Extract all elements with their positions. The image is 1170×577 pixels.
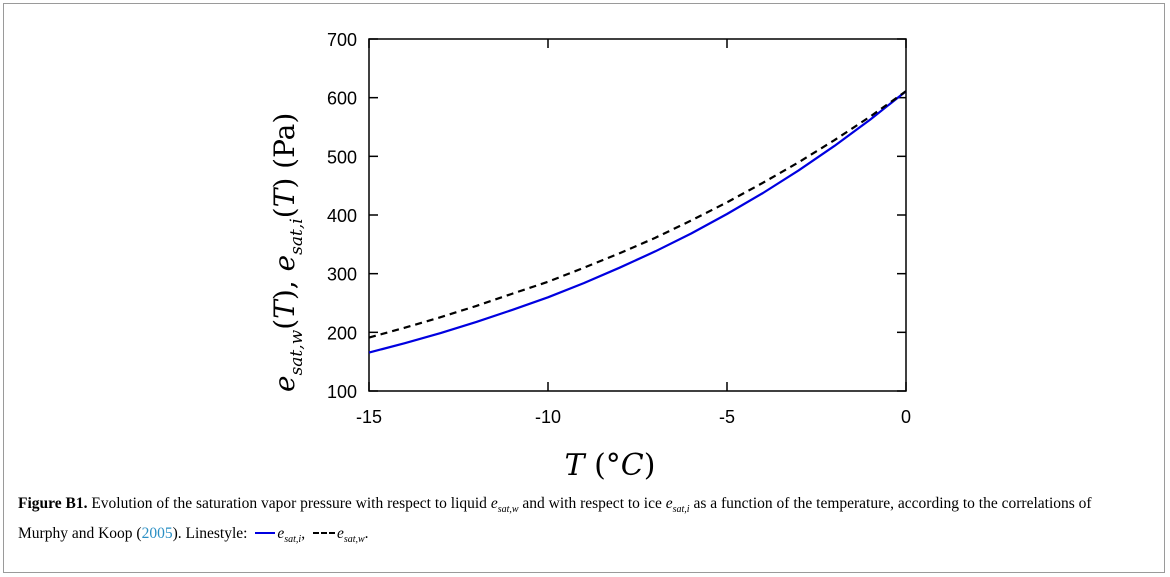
series-line-e-sat-w	[368, 90, 907, 339]
series-layer	[368, 90, 907, 354]
legend-dashed-line-icon	[312, 532, 335, 535]
caption-text-1: Evolution of the saturation vapor pressu…	[91, 495, 487, 512]
symbol-e: e	[665, 495, 673, 512]
y-axis-label: esat,w(T), esat,i(T) (Pa)	[268, 113, 307, 392]
legend-subscript-sat-i: sat,i	[284, 534, 302, 546]
y-tick-label: 400	[327, 206, 357, 226]
y-tick-label: 600	[327, 89, 357, 109]
symbol-e: e	[490, 495, 498, 512]
figure-caption: Figure B1. Evolution of the saturation v…	[18, 495, 1092, 546]
x-axis-label: T (°C)	[565, 448, 656, 483]
caption-text-3: as a function of the temperature, accord…	[18, 495, 1092, 543]
line-chart: -15 -10 -5 0 100 200 300 400 500 600 700 T (°C) es…	[268, 30, 911, 483]
x-tick-label: -5	[719, 407, 735, 427]
subscript-sat-i: sat,i	[672, 504, 690, 516]
caption-label: Figure B1.	[18, 495, 88, 512]
caption-text-2: and with respect to ice	[522, 495, 662, 512]
y-tick-label: 700	[327, 30, 357, 50]
x-tick-label: -10	[535, 407, 561, 427]
y-tick-label: 300	[327, 265, 357, 285]
x-tick-label: -15	[356, 407, 382, 427]
y-tick-label: 100	[327, 382, 357, 402]
plot-box	[368, 38, 907, 392]
axis-ticks: -15 -10 -5 0 100 200 300 400 500 600 700	[327, 30, 911, 427]
caption-text-4: ). Linestyle:	[172, 525, 248, 543]
series-line-e-sat-i	[368, 90, 907, 354]
legend-solid-line-icon	[255, 532, 276, 535]
x-tick-label: 0	[901, 407, 911, 427]
axes-frame	[368, 38, 907, 392]
citation-link[interactable]: 2005	[141, 525, 173, 543]
svg-text:esat,w(T), esat,i(T) (Pa): esat,w(T), esat,i(T) (Pa)	[268, 113, 307, 392]
legend-symbol-e: e	[277, 525, 285, 543]
y-tick-label: 200	[327, 323, 357, 343]
figure-frame	[3, 3, 1165, 573]
subscript-sat-w: sat,w	[497, 504, 519, 516]
legend-subscript-sat-w: sat,w	[343, 534, 365, 546]
legend-symbol-e: e	[336, 525, 344, 543]
y-tick-label: 500	[327, 147, 357, 167]
